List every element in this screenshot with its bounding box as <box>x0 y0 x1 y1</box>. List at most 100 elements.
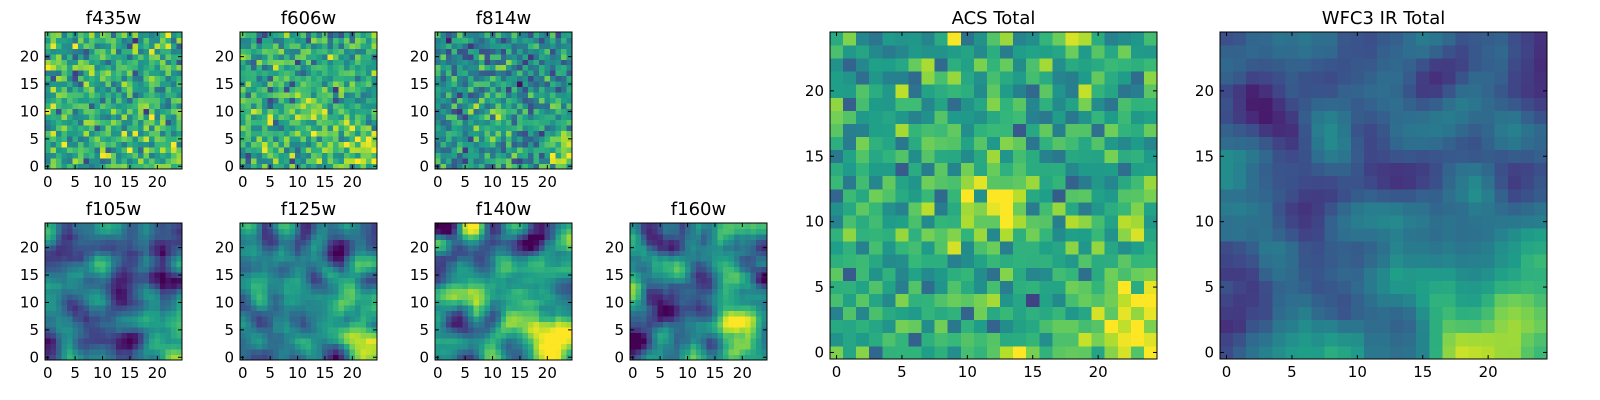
heatmap-cell <box>921 345 935 360</box>
heatmap-cell <box>333 48 339 55</box>
heatmap-cell <box>99 152 106 159</box>
heatmap-cell <box>635 228 642 235</box>
heatmap-cell <box>127 239 134 246</box>
heatmap-cell <box>355 354 361 361</box>
heatmap-cell <box>311 266 318 273</box>
heatmap-cell <box>478 294 485 301</box>
heatmap-cell <box>261 327 268 333</box>
heatmap-cell <box>651 277 658 284</box>
heatmap-cell <box>132 53 139 60</box>
heatmap-cell <box>679 305 686 312</box>
heatmap-cell <box>250 32 257 38</box>
heatmap-cell <box>495 321 502 328</box>
heatmap-cell <box>77 250 84 257</box>
heatmap-cell <box>55 255 62 262</box>
heatmap-cell <box>283 119 290 126</box>
heatmap-cell <box>55 108 62 115</box>
heatmap-cell <box>160 59 166 66</box>
heatmap-cell <box>435 130 441 137</box>
heatmap-cell <box>1117 175 1132 190</box>
heatmap-cell <box>267 75 274 82</box>
heatmap-cell <box>267 288 274 295</box>
heatmap-cell <box>294 332 301 339</box>
heatmap-cell <box>316 305 323 312</box>
heatmap-cell <box>72 288 79 295</box>
heatmap-cell <box>94 299 101 306</box>
heatmap-cell <box>555 316 562 322</box>
heatmap-cell <box>355 239 361 246</box>
x-tick-label: 5 <box>460 364 470 382</box>
heatmap-cell <box>72 114 79 121</box>
heatmap-cell <box>495 42 502 49</box>
heatmap-cell <box>138 70 144 77</box>
heatmap-cell <box>500 158 507 164</box>
heatmap-cell <box>283 261 290 268</box>
heatmap-cell <box>651 244 658 251</box>
heatmap-cell <box>462 70 469 77</box>
heatmap-cell <box>555 97 562 104</box>
heatmap-cell <box>435 261 441 268</box>
heatmap-cell <box>489 283 496 290</box>
heatmap-cell <box>105 48 112 55</box>
heatmap-cell <box>456 32 463 38</box>
heatmap-cell <box>110 244 117 251</box>
heatmap-cell <box>278 327 285 333</box>
heatmap-cell <box>728 332 735 339</box>
heatmap-cell <box>533 305 540 312</box>
heatmap-cell <box>300 59 307 66</box>
heatmap-cell <box>462 272 469 279</box>
heatmap-cell <box>283 92 290 99</box>
heatmap-cell <box>94 141 101 148</box>
heatmap-cell <box>462 338 469 344</box>
heatmap-cell <box>566 32 573 38</box>
heatmap-cell <box>561 321 567 328</box>
heatmap-cell <box>830 149 844 164</box>
heatmap-cell <box>371 158 378 164</box>
heatmap-cell <box>176 239 183 246</box>
heatmap-cell <box>500 233 507 240</box>
heatmap-cell <box>489 266 496 273</box>
heatmap-cell <box>440 86 447 93</box>
heatmap-cell <box>440 70 447 77</box>
heatmap-cell <box>105 255 112 262</box>
heatmap-cell <box>176 255 183 262</box>
heatmap-cell <box>690 332 697 339</box>
heatmap-cell <box>750 228 757 235</box>
heatmap-cell <box>245 103 252 110</box>
heatmap-cell <box>728 228 735 235</box>
heatmap-cell <box>110 125 117 131</box>
heatmap-cell <box>66 158 73 164</box>
heatmap-cell <box>55 70 62 77</box>
heatmap-cell <box>869 267 883 281</box>
heatmap-cell <box>272 92 279 99</box>
heatmap-cell <box>445 70 452 77</box>
heatmap-cell <box>544 37 551 44</box>
heatmap-cell <box>561 81 567 88</box>
heatmap-cell <box>366 163 372 170</box>
heatmap-cell <box>561 244 567 251</box>
heatmap-cell <box>154 266 161 273</box>
heatmap-cell <box>761 223 768 229</box>
heatmap-cell <box>750 277 757 284</box>
heatmap-cell <box>132 152 139 159</box>
heatmap-cell <box>533 86 540 93</box>
heatmap-cell <box>1091 319 1106 334</box>
heatmap-cell <box>739 349 746 355</box>
heatmap-cell <box>121 305 128 312</box>
heatmap-cell <box>45 250 51 257</box>
heatmap-cell <box>371 321 378 328</box>
heatmap-cell <box>278 59 285 66</box>
heatmap-cell <box>651 310 658 317</box>
heatmap-cell <box>272 32 279 38</box>
heatmap-cell <box>61 316 68 322</box>
heatmap-cell <box>316 119 323 126</box>
heatmap-cell <box>630 343 636 350</box>
heatmap-cell <box>311 277 318 284</box>
heatmap-cell <box>344 244 350 251</box>
heatmap-cell <box>640 283 647 290</box>
heatmap-cell <box>467 125 474 131</box>
heatmap-cell <box>690 299 697 306</box>
heatmap-cell <box>88 354 95 361</box>
heatmap-cell <box>533 288 540 295</box>
heatmap-cell <box>250 277 257 284</box>
